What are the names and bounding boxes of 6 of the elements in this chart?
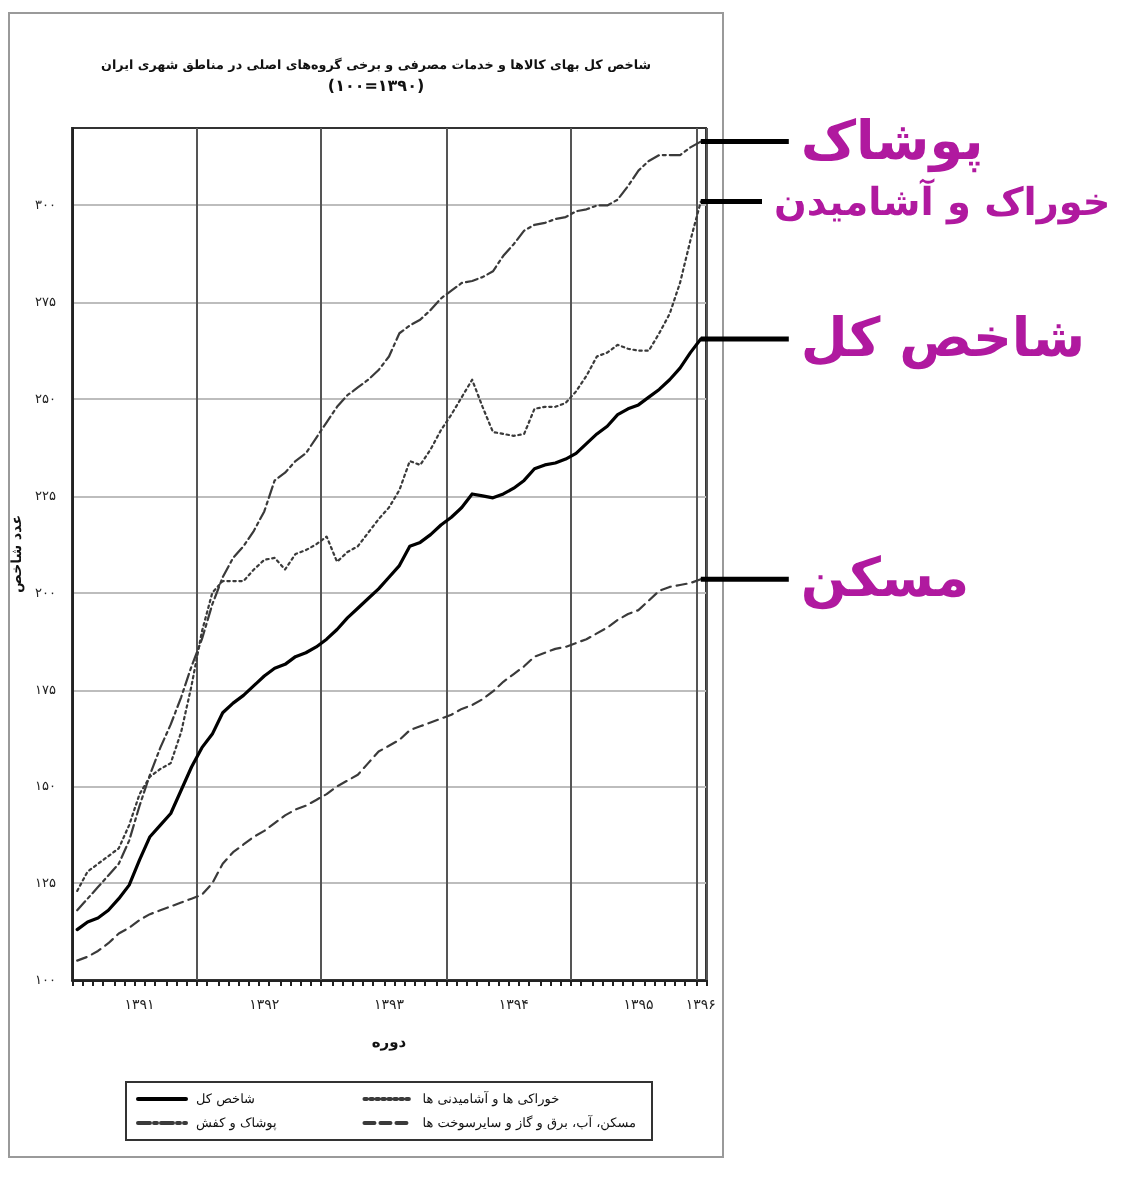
chart-subtitle: (۱۰۰=۱۳۹۰) bbox=[327, 77, 425, 95]
annotation: پوشاک bbox=[800, 110, 984, 173]
annotation: مسکن bbox=[800, 548, 970, 611]
annotation: شاخص کل bbox=[800, 308, 1086, 371]
line-series bbox=[76, 578, 702, 962]
annotation: خوراک و آشامیدن bbox=[774, 176, 1111, 225]
